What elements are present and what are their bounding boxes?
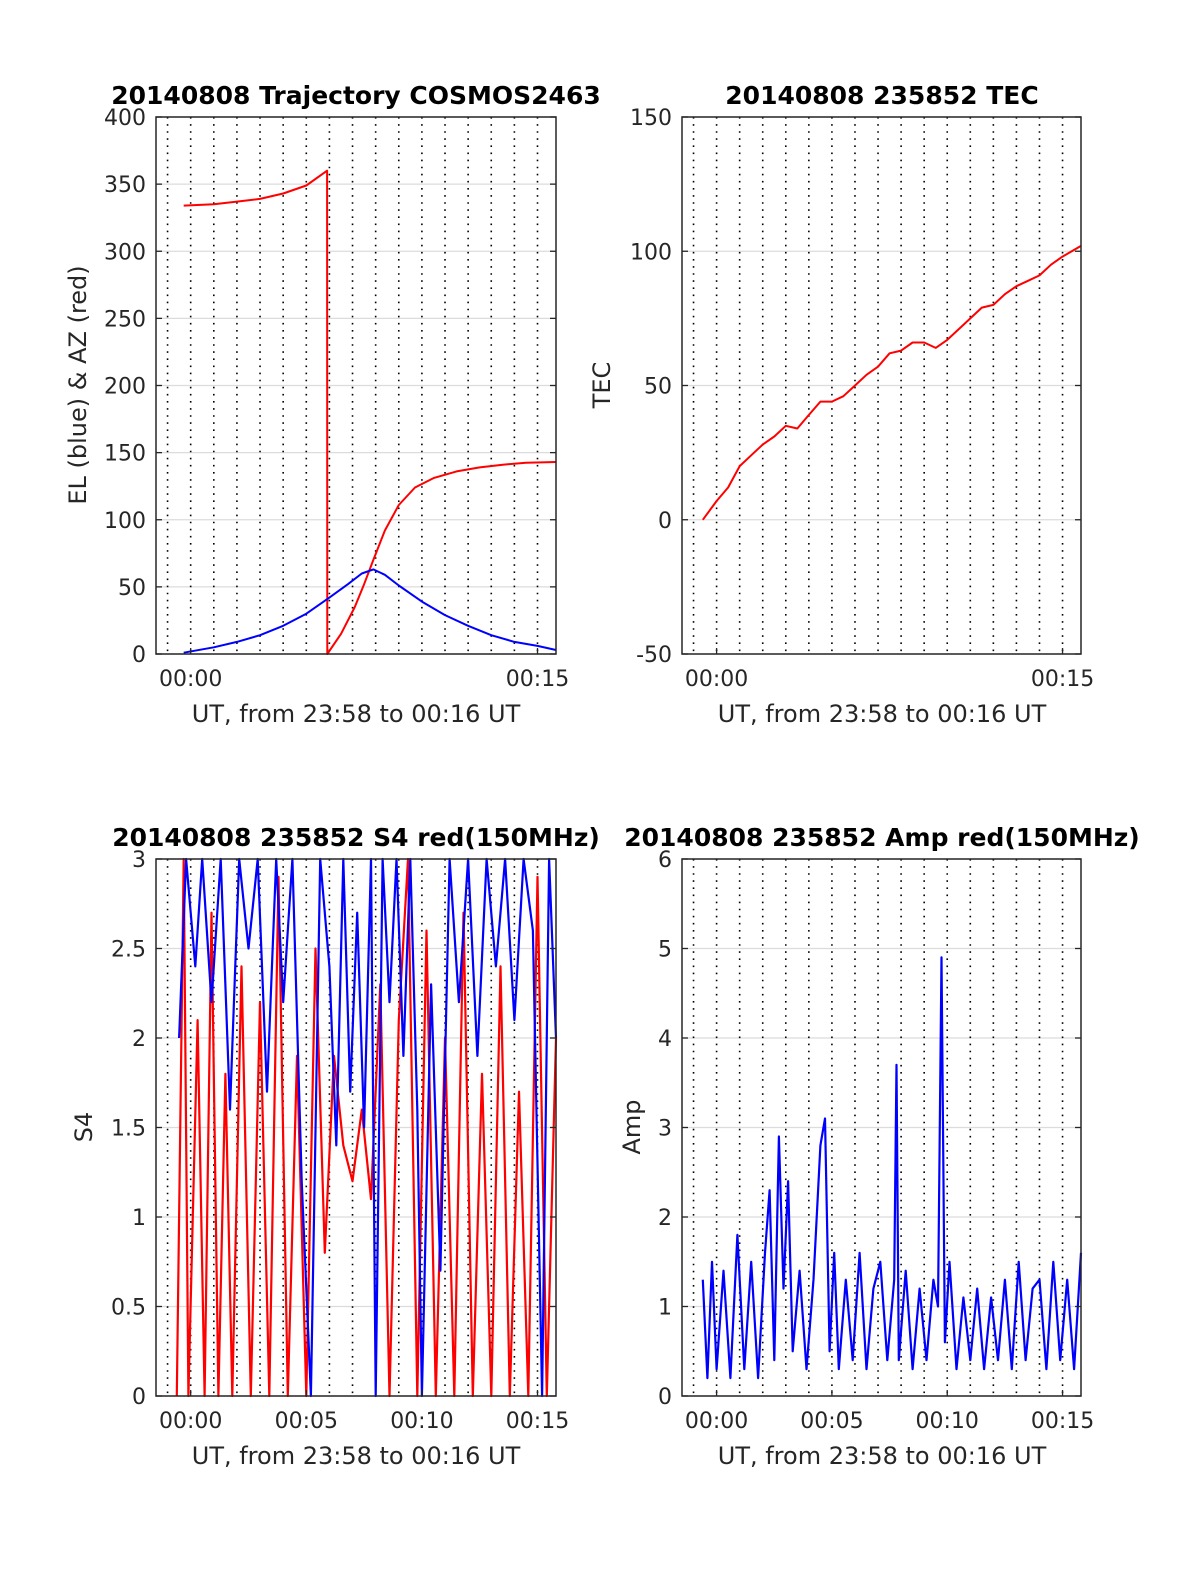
trajectory-ytick-label-6: 300 (104, 240, 146, 265)
amp-series-0 (701, 956, 1083, 1380)
s4-xtick-label-1: 00:05 (275, 1409, 338, 1434)
trajectory-xtick-label-0: 00:00 (159, 667, 222, 692)
amp-ytick-label-1: 1 (658, 1296, 672, 1321)
trajectory-ytick-label-1: 50 (118, 576, 146, 601)
trajectory-ytick-label-7: 350 (104, 173, 146, 198)
tec-title: 20140808 235852 TEC (725, 81, 1038, 110)
s4-panel: 0 0.5 1 1.5 2 2.5 3 00:00 00:05 00:10 00:15 201408… (70, 823, 600, 1470)
amp-ytick-label-2: 2 (658, 1206, 672, 1231)
s4-title: 20140808 235852 S4 red(150MHz) (112, 823, 600, 852)
tec-xtick-label-1: 00:15 (1031, 667, 1094, 692)
amp-title: 20140808 235852 Amp red(150MHz) (624, 823, 1140, 852)
amp-ytick-label-6: 6 (658, 848, 672, 873)
trajectory-xlabel: UT, from 23:58 to 00:16 UT (192, 700, 521, 728)
s4-ytick-label-2: 1 (132, 1206, 146, 1231)
trajectory-xtick-label-1: 00:15 (506, 667, 569, 692)
tec-panel: 20140808 235852 TEC -50 0 50 100 150 00:00 00:… (588, 81, 1094, 728)
s4-axes-box (155, 858, 557, 1397)
amp-ytick-label-0: 0 (658, 1385, 672, 1410)
amp-panel: 0 1 2 3 4 5 6 00:00 00:05 00:10 00:15 20140808 235… (618, 823, 1140, 1470)
trajectory-ytick-label-2: 100 (104, 509, 146, 534)
amp-axes-box (681, 858, 1082, 1397)
trajectory-series-0 (183, 169, 557, 655)
tec-ytick-label-4: 150 (630, 106, 672, 131)
amp-xtick-label-3: 00:15 (1031, 1409, 1094, 1434)
tec-series-0 (701, 245, 1082, 521)
tec-ytick-label-1: 0 (658, 509, 672, 534)
tec-ytick-label-2: 50 (644, 375, 672, 400)
tec-ytick-label-0: -50 (636, 643, 672, 668)
s4-series-0 (175, 857, 558, 1398)
s4-ytick-label-3: 1.5 (111, 1117, 146, 1142)
trajectory-ytick-label-5: 250 (104, 307, 146, 332)
tec-ytick-label-3: 100 (630, 240, 672, 265)
amp-xtick-label-2: 00:10 (916, 1409, 979, 1434)
s4-xtick-label-3: 00:15 (506, 1409, 569, 1434)
s4-ytick-label-6: 3 (132, 848, 146, 873)
trajectory-title: 20140808 Trajectory COSMOS2463 (111, 81, 601, 110)
amp-ytick-label-5: 5 (658, 938, 672, 963)
s4-xlabel: UT, from 23:58 to 00:16 UT (192, 1442, 521, 1470)
trajectory-axes-box (155, 116, 557, 655)
tec-xtick-label-0: 00:00 (685, 667, 748, 692)
tec-ylabel: TEC (588, 362, 616, 410)
amp-xtick-label-1: 00:05 (800, 1409, 863, 1434)
amp-ytick-label-4: 4 (658, 1027, 672, 1052)
trajectory-ylabel: EL (blue) & AZ (red) (64, 265, 92, 504)
s4-ytick-label-0: 0 (132, 1385, 146, 1410)
s4-xtick-label-0: 00:00 (159, 1409, 222, 1434)
trajectory-ytick-label-4: 200 (104, 375, 146, 400)
amp-xlabel: UT, from 23:58 to 00:16 UT (718, 1442, 1047, 1470)
trajectory-panel: 20140808 Trajectory COSMOS2463 0 50 100 150… (64, 81, 601, 728)
s4-xtick-label-2: 00:10 (390, 1409, 453, 1434)
amp-ylabel: Amp (618, 1099, 646, 1154)
tec-xlabel: UT, from 23:58 to 00:16 UT (718, 700, 1047, 728)
amp-ytick-label-3: 3 (658, 1117, 672, 1142)
trajectory-ytick-label-3: 150 (104, 442, 146, 467)
s4-ytick-label-5: 2.5 (111, 938, 146, 963)
trajectory-ytick-label-0: 0 (132, 643, 146, 668)
trajectory-series-1 (183, 568, 557, 654)
s4-ylabel: S4 (70, 1112, 98, 1143)
tec-axes-box (681, 116, 1082, 655)
s4-ytick-label-4: 2 (132, 1027, 146, 1052)
amp-xtick-label-0: 00:00 (685, 1409, 748, 1434)
trajectory-ytick-label-8: 400 (104, 106, 146, 131)
s4-ytick-label-1: 0.5 (111, 1296, 146, 1321)
